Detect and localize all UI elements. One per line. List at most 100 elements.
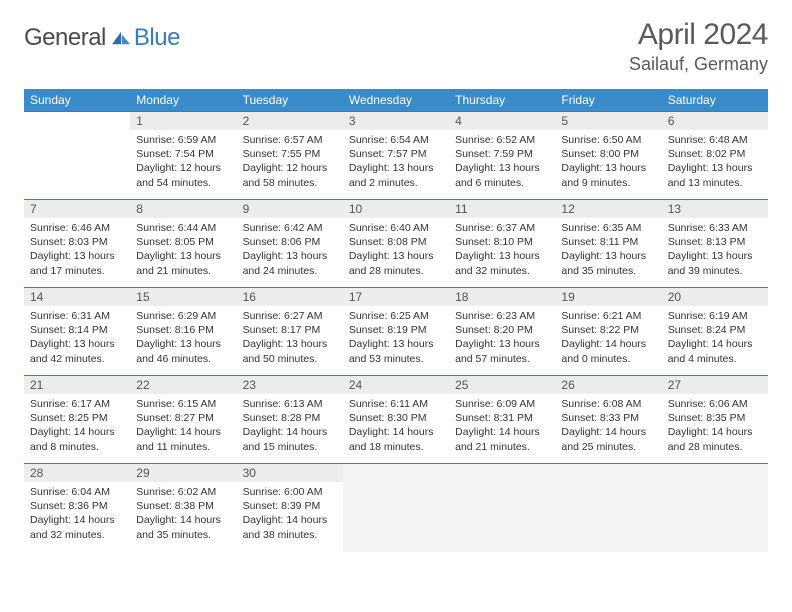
day-daylight2: and 53 minutes. xyxy=(349,352,443,366)
day-sunrise: Sunrise: 6:46 AM xyxy=(30,221,124,235)
day-details: Sunrise: 6:54 AMSunset: 7:57 PMDaylight:… xyxy=(343,130,449,196)
day-daylight1: Daylight: 13 hours xyxy=(136,337,230,351)
day-number: 16 xyxy=(237,288,343,306)
day-details: Sunrise: 6:25 AMSunset: 8:19 PMDaylight:… xyxy=(343,306,449,372)
calendar-cell: 26Sunrise: 6:08 AMSunset: 8:33 PMDayligh… xyxy=(555,376,661,464)
day-number: 8 xyxy=(130,200,236,218)
day-sunrise: Sunrise: 6:54 AM xyxy=(349,133,443,147)
day-details: Sunrise: 6:13 AMSunset: 8:28 PMDaylight:… xyxy=(237,394,343,460)
day-daylight1: Daylight: 13 hours xyxy=(455,337,549,351)
day-sunset: Sunset: 8:17 PM xyxy=(243,323,337,337)
day-details: Sunrise: 6:15 AMSunset: 8:27 PMDaylight:… xyxy=(130,394,236,460)
day-daylight1: Daylight: 14 hours xyxy=(561,337,655,351)
calendar-cell: 27Sunrise: 6:06 AMSunset: 8:35 PMDayligh… xyxy=(662,376,768,464)
day-sunset: Sunset: 8:25 PM xyxy=(30,411,124,425)
day-number: 11 xyxy=(449,200,555,218)
day-sunset: Sunset: 8:30 PM xyxy=(349,411,443,425)
day-details: Sunrise: 6:27 AMSunset: 8:17 PMDaylight:… xyxy=(237,306,343,372)
day-number: 12 xyxy=(555,200,661,218)
day-sunrise: Sunrise: 6:08 AM xyxy=(561,397,655,411)
day-number: 25 xyxy=(449,376,555,394)
day-daylight2: and 54 minutes. xyxy=(136,176,230,190)
day-details: Sunrise: 6:04 AMSunset: 8:36 PMDaylight:… xyxy=(24,482,130,548)
day-sunrise: Sunrise: 6:09 AM xyxy=(455,397,549,411)
day-number: 30 xyxy=(237,464,343,482)
calendar-cell xyxy=(662,464,768,552)
day-sunrise: Sunrise: 6:06 AM xyxy=(668,397,762,411)
day-details: Sunrise: 6:31 AMSunset: 8:14 PMDaylight:… xyxy=(24,306,130,372)
day-number: 10 xyxy=(343,200,449,218)
day-daylight2: and 9 minutes. xyxy=(561,176,655,190)
day-sunrise: Sunrise: 6:15 AM xyxy=(136,397,230,411)
day-daylight2: and 35 minutes. xyxy=(136,528,230,542)
calendar-cell: 5Sunrise: 6:50 AMSunset: 8:00 PMDaylight… xyxy=(555,112,661,200)
weekday-header: Friday xyxy=(555,89,661,112)
calendar-cell: 24Sunrise: 6:11 AMSunset: 8:30 PMDayligh… xyxy=(343,376,449,464)
calendar-cell: 13Sunrise: 6:33 AMSunset: 8:13 PMDayligh… xyxy=(662,200,768,288)
day-daylight2: and 32 minutes. xyxy=(455,264,549,278)
calendar-cell: 19Sunrise: 6:21 AMSunset: 8:22 PMDayligh… xyxy=(555,288,661,376)
day-details: Sunrise: 6:57 AMSunset: 7:55 PMDaylight:… xyxy=(237,130,343,196)
day-number: 27 xyxy=(662,376,768,394)
day-daylight1: Daylight: 13 hours xyxy=(349,161,443,175)
day-daylight2: and 35 minutes. xyxy=(561,264,655,278)
day-sunrise: Sunrise: 6:02 AM xyxy=(136,485,230,499)
day-number: 14 xyxy=(24,288,130,306)
day-number: 1 xyxy=(130,112,236,130)
day-sunset: Sunset: 8:24 PM xyxy=(668,323,762,337)
day-daylight2: and 28 minutes. xyxy=(668,440,762,454)
day-daylight2: and 6 minutes. xyxy=(455,176,549,190)
day-sunset: Sunset: 7:54 PM xyxy=(136,147,230,161)
calendar-body: 1Sunrise: 6:59 AMSunset: 7:54 PMDaylight… xyxy=(24,112,768,552)
calendar-cell: 25Sunrise: 6:09 AMSunset: 8:31 PMDayligh… xyxy=(449,376,555,464)
calendar-cell: 9Sunrise: 6:42 AMSunset: 8:06 PMDaylight… xyxy=(237,200,343,288)
day-sunset: Sunset: 8:31 PM xyxy=(455,411,549,425)
day-sunset: Sunset: 8:33 PM xyxy=(561,411,655,425)
calendar-cell: 10Sunrise: 6:40 AMSunset: 8:08 PMDayligh… xyxy=(343,200,449,288)
day-number: 28 xyxy=(24,464,130,482)
day-daylight1: Daylight: 14 hours xyxy=(243,513,337,527)
day-sunset: Sunset: 8:13 PM xyxy=(668,235,762,249)
day-details: Sunrise: 6:09 AMSunset: 8:31 PMDaylight:… xyxy=(449,394,555,460)
day-details: Sunrise: 6:33 AMSunset: 8:13 PMDaylight:… xyxy=(662,218,768,284)
calendar-cell xyxy=(24,112,130,200)
day-sunrise: Sunrise: 6:40 AM xyxy=(349,221,443,235)
day-daylight2: and 18 minutes. xyxy=(349,440,443,454)
month-title: April 2024 xyxy=(629,18,768,52)
calendar-cell: 7Sunrise: 6:46 AMSunset: 8:03 PMDaylight… xyxy=(24,200,130,288)
day-number: 9 xyxy=(237,200,343,218)
day-number: 6 xyxy=(662,112,768,130)
day-details: Sunrise: 6:19 AMSunset: 8:24 PMDaylight:… xyxy=(662,306,768,372)
weekday-header: Saturday xyxy=(662,89,768,112)
day-daylight1: Daylight: 13 hours xyxy=(243,249,337,263)
day-details: Sunrise: 6:29 AMSunset: 8:16 PMDaylight:… xyxy=(130,306,236,372)
brand-logo: General Blue xyxy=(24,24,180,52)
day-sunrise: Sunrise: 6:42 AM xyxy=(243,221,337,235)
trailing-cell xyxy=(662,464,768,482)
day-daylight2: and 8 minutes. xyxy=(30,440,124,454)
calendar-cell: 28Sunrise: 6:04 AMSunset: 8:36 PMDayligh… xyxy=(24,464,130,552)
trailing-cell xyxy=(343,464,449,482)
day-sunset: Sunset: 8:36 PM xyxy=(30,499,124,513)
day-sunset: Sunset: 7:55 PM xyxy=(243,147,337,161)
calendar-cell: 14Sunrise: 6:31 AMSunset: 8:14 PMDayligh… xyxy=(24,288,130,376)
calendar-cell: 20Sunrise: 6:19 AMSunset: 8:24 PMDayligh… xyxy=(662,288,768,376)
weekday-header: Thursday xyxy=(449,89,555,112)
day-details: Sunrise: 6:21 AMSunset: 8:22 PMDaylight:… xyxy=(555,306,661,372)
weekday-header: Sunday xyxy=(24,89,130,112)
day-sunset: Sunset: 7:59 PM xyxy=(455,147,549,161)
day-daylight2: and 0 minutes. xyxy=(561,352,655,366)
day-details: Sunrise: 6:46 AMSunset: 8:03 PMDaylight:… xyxy=(24,218,130,284)
calendar-cell xyxy=(343,464,449,552)
brand-word-2: Blue xyxy=(134,24,180,52)
day-daylight1: Daylight: 14 hours xyxy=(136,513,230,527)
day-daylight1: Daylight: 13 hours xyxy=(561,161,655,175)
day-daylight1: Daylight: 13 hours xyxy=(668,249,762,263)
day-daylight1: Daylight: 13 hours xyxy=(349,337,443,351)
day-details: Sunrise: 6:52 AMSunset: 7:59 PMDaylight:… xyxy=(449,130,555,196)
day-daylight1: Daylight: 13 hours xyxy=(136,249,230,263)
day-details: Sunrise: 6:50 AMSunset: 8:00 PMDaylight:… xyxy=(555,130,661,196)
day-daylight2: and 50 minutes. xyxy=(243,352,337,366)
day-daylight1: Daylight: 14 hours xyxy=(668,337,762,351)
day-daylight2: and 46 minutes. xyxy=(136,352,230,366)
